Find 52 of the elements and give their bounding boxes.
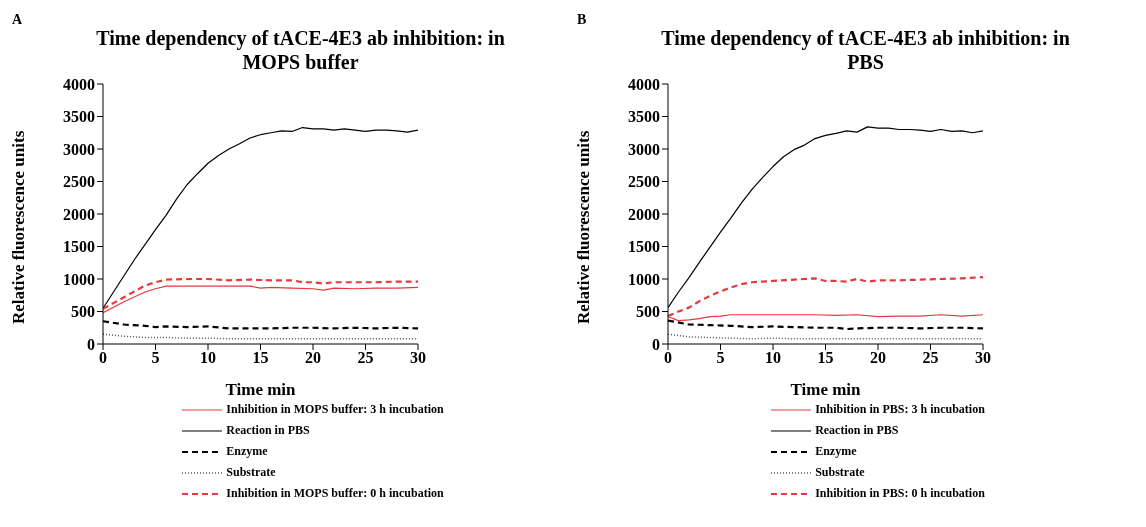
- legend-label: Enzyme: [815, 444, 857, 459]
- chart-title: Time dependency of tACE-4E3 ab inhibition: in MOPS buffer: [95, 26, 506, 74]
- y-axis-title: Relative fluorescence units: [574, 130, 594, 324]
- x-tick-label: 25: [357, 349, 374, 367]
- x-tick-label: 10: [200, 349, 216, 367]
- x-tick-label: 10: [765, 349, 781, 367]
- y-axis-title: Relative fluorescence units: [9, 130, 29, 324]
- y-tick-label: 500: [636, 303, 660, 321]
- legend-label: Inhibition in PBS: 0 h incubation: [815, 486, 985, 501]
- y-tick-label: 3500: [628, 108, 660, 126]
- legend-label: Enzyme: [226, 444, 268, 459]
- y-tick-label: 1000: [628, 270, 660, 288]
- y-tick-label: 1500: [628, 238, 660, 256]
- x-tick-label: 20: [870, 349, 886, 367]
- x-tick-label: 0: [99, 349, 107, 367]
- y-tick-label: 4000: [63, 75, 95, 93]
- line-series: [103, 277, 418, 310]
- chart-title: Time dependency of tACE-4E3 ab inhibition: in PBS: [660, 26, 1071, 74]
- y-tick-label: 3000: [628, 140, 660, 158]
- x-tick-label: 15: [817, 349, 834, 367]
- legend-label: Substrate: [815, 465, 865, 480]
- y-tick-label: 1000: [63, 270, 95, 288]
- y-tick-label: 2500: [628, 173, 660, 191]
- legend-label: Reaction in PBS: [815, 423, 899, 438]
- legend-label: Inhibition in MOPS buffer: 0 h incubation: [226, 486, 444, 501]
- y-tick-label: 3500: [63, 108, 95, 126]
- y-tick-label: 0: [652, 335, 660, 353]
- x-tick-label: 5: [716, 349, 725, 367]
- line-series: [103, 285, 418, 314]
- text: B: [577, 12, 587, 28]
- y-tick-label: 3000: [63, 140, 95, 158]
- x-tick-label: 15: [252, 349, 269, 367]
- x-tick-label: 30: [410, 349, 426, 367]
- y-tick-label: 2500: [63, 173, 95, 191]
- y-tick-label: 500: [71, 303, 95, 321]
- x-tick-label: 20: [305, 349, 321, 367]
- legend-label: Reaction in PBS: [226, 423, 310, 438]
- x-axis-title: Time min: [790, 380, 862, 399]
- y-tick-label: 0: [87, 335, 95, 353]
- y-tick-label: 1500: [63, 238, 95, 256]
- legend-label: Inhibition in PBS: 3 h incubation: [815, 402, 985, 417]
- y-tick-label: 4000: [628, 75, 660, 93]
- text: A: [12, 12, 23, 28]
- x-tick-label: 30: [975, 349, 991, 367]
- x-tick-label: 5: [151, 349, 160, 367]
- x-axis-title: Time min: [225, 380, 297, 399]
- x-tick-label: 25: [922, 349, 939, 367]
- y-tick-label: 2000: [628, 205, 660, 223]
- x-tick-label: 0: [664, 349, 672, 367]
- legend-label: Substrate: [226, 465, 276, 480]
- y-tick-label: 2000: [63, 205, 95, 223]
- legend-label: Inhibition in MOPS buffer: 3 h incubation: [226, 402, 444, 417]
